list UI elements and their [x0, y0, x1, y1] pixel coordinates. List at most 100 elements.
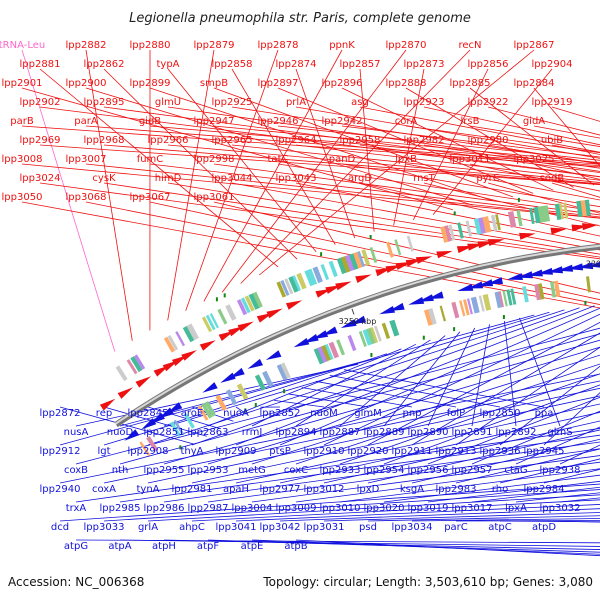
gene-arrow — [582, 223, 599, 231]
gene-label-reverse: lpp2887 — [320, 427, 361, 438]
gene-label-forward: tRNA-Leu — [0, 40, 45, 51]
gene-label-forward: pyrC — [476, 173, 499, 184]
gene-label-forward: lpp2867 — [514, 40, 555, 51]
gene-label-reverse: lpp2894 — [276, 427, 317, 438]
gene-label-forward: lpp2969 — [20, 135, 61, 146]
gene-label-reverse: lpp3034 — [392, 522, 433, 533]
label-leader-line — [301, 387, 413, 408]
gene-label-reverse: lgt — [97, 446, 110, 457]
gene-label-forward: argD — [348, 173, 372, 184]
gene-label-forward: lpp3008 — [2, 154, 43, 165]
gene-label-forward: smpB — [200, 78, 228, 89]
feature-block — [498, 291, 504, 308]
gene-label-reverse: lpp2981 — [172, 484, 213, 495]
feature-block — [130, 356, 143, 373]
label-leader-line — [39, 106, 600, 178]
feature-block — [361, 249, 371, 266]
kbp-label: 3250 kbp — [339, 317, 377, 326]
label-leader-line — [295, 68, 356, 239]
feature-block — [173, 419, 184, 435]
gene-label-reverse: lpp2954 — [364, 465, 405, 476]
gene-arrow — [587, 261, 600, 268]
feature-block — [244, 295, 255, 312]
label-leader-line — [119, 539, 600, 547]
gene-arrow — [99, 398, 116, 411]
gene-label-forward: lpp2862 — [84, 59, 125, 70]
feature-block — [197, 405, 209, 421]
gene-label-reverse: lpp2863 — [188, 427, 229, 438]
gene-label-forward: gidB — [139, 116, 161, 127]
feature-block — [381, 322, 391, 339]
label-leader-line — [383, 384, 600, 465]
gene-label-forward: lpp2897 — [258, 78, 299, 89]
label-leader-line — [295, 363, 600, 465]
label-leader-line — [75, 428, 600, 503]
gene-label-forward: lpp2899 — [130, 78, 171, 89]
label-leader-line — [147, 406, 221, 429]
gene-label-reverse: atpB — [284, 541, 307, 552]
label-leader-line — [75, 539, 600, 544]
feature-block — [357, 251, 365, 268]
feature-block — [236, 299, 248, 316]
feature-block — [312, 266, 323, 284]
label-leader-line — [213, 87, 514, 198]
gene-arrow — [265, 350, 282, 360]
gene-label-forward: lpp3024 — [20, 173, 61, 184]
label-leader-line — [185, 49, 279, 311]
gene-label-reverse: lpxA — [505, 503, 527, 514]
gene-label-reverse: atpA — [108, 541, 131, 552]
gene-label-reverse: nuoA — [223, 408, 249, 419]
trna-tick — [215, 297, 218, 302]
gene-arrow — [202, 382, 218, 393]
feature-block — [288, 275, 300, 293]
gene-arrow — [247, 358, 263, 369]
gene-label-reverse: lpp2912 — [40, 446, 81, 457]
gene-label-forward: cysK — [92, 173, 116, 184]
gene-arrow — [436, 250, 453, 259]
gene-arrow — [415, 256, 433, 264]
feature-block — [427, 308, 437, 325]
trna-tick — [370, 353, 373, 357]
gene-label-forward: gidA — [523, 116, 545, 127]
gene-label-forward: lpp2964 — [276, 135, 317, 146]
label-leader-line — [235, 406, 248, 415]
gene-label-forward: rnsT — [413, 173, 435, 184]
gene-label-forward: corA — [395, 116, 418, 127]
feature-block — [276, 363, 288, 381]
feature-block — [563, 202, 569, 219]
kbp-label: 3300 kbp — [586, 259, 600, 268]
feature-block — [370, 327, 379, 343]
kbp-tick — [351, 308, 355, 315]
feature-block — [328, 341, 339, 359]
feature-block — [502, 290, 508, 307]
gene-label-reverse: lpp2850 — [480, 408, 521, 419]
gene-label-forward: lpp2900 — [66, 78, 107, 89]
feature-block — [215, 394, 227, 411]
label-leader-line — [213, 201, 600, 294]
trna-tick — [254, 403, 257, 407]
gene-label-reverse: lpp3019 — [408, 503, 449, 514]
gene-arrow — [487, 239, 505, 246]
gene-label-reverse: lpp2955 — [144, 465, 185, 476]
label-leader-line — [411, 332, 600, 446]
feature-block — [424, 309, 434, 326]
label-leader-line — [231, 106, 600, 164]
label-leader-line — [287, 393, 369, 408]
label-leader-line — [455, 448, 600, 484]
label-leader-line — [405, 125, 600, 154]
gene-arrow — [229, 367, 245, 379]
gene-label-reverse: lpp2920 — [348, 446, 389, 457]
gene-label-reverse: lpp2957 — [452, 465, 493, 476]
feature-block — [183, 413, 195, 429]
label-leader-line — [251, 455, 600, 503]
gene-label-reverse: glmM — [354, 408, 382, 419]
gene-label-reverse: rho — [492, 484, 508, 495]
gene-label-forward: lpp2958 — [340, 135, 381, 146]
gene-label-reverse: atpG — [64, 541, 88, 552]
feature-block — [554, 280, 561, 297]
feature-block — [276, 281, 287, 298]
gene-label-forward: lpp3025 — [514, 154, 555, 165]
feature-block — [366, 327, 377, 345]
gene-arrow — [158, 407, 174, 419]
gene-label-reverse: lpp2892 — [496, 427, 537, 438]
